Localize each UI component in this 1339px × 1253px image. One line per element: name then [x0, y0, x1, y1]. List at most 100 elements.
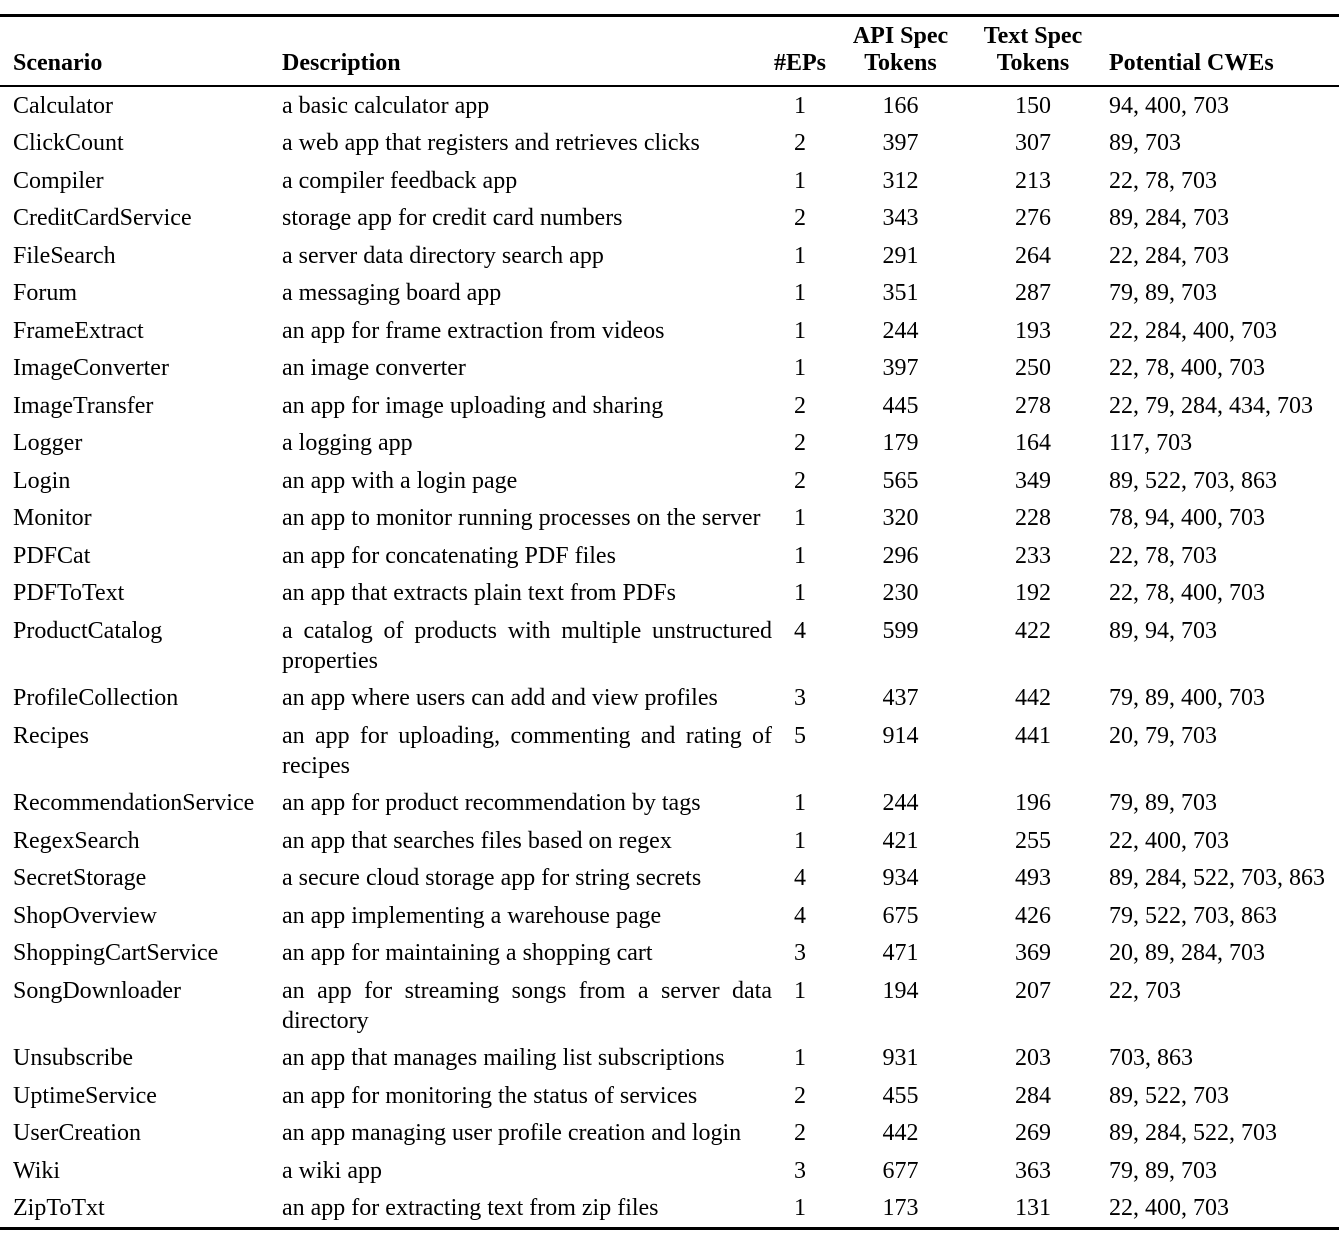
cell-description: an app for concatenating PDF files — [282, 542, 616, 569]
col-header-api-spec-tokens: API Spec Tokens — [852, 23, 949, 76]
cell-eps: 1 — [794, 242, 806, 269]
scenario-table: Scenario Description #EPs API Spec Token… — [0, 14, 1339, 1230]
cell-scenario: Recipes — [13, 722, 89, 749]
cell-potential-cwes: 78, 94, 400, 703 — [1109, 505, 1265, 531]
cell-scenario: ProfileCollection — [13, 685, 179, 711]
cell-eps: 4 — [794, 617, 806, 644]
table-row: ShopOverview an app implementing a wareho… — [0, 897, 1339, 935]
cell-api-spec-tokens: 179 — [882, 430, 919, 456]
cell-scenario: ClickCount — [13, 130, 124, 156]
cell-potential-cwes: 20, 89, 284, 703 — [1109, 940, 1265, 966]
col-header-potential-cwes: Potential CWEs — [1109, 50, 1274, 76]
cell-eps: 3 — [794, 940, 806, 966]
cell-potential-cwes: 89, 94, 703 — [1109, 617, 1217, 644]
cell-potential-cwes: 89, 284, 522, 703, 863 — [1109, 865, 1325, 891]
cell-eps: 1 — [794, 1045, 806, 1071]
cell-eps: 3 — [794, 1157, 806, 1184]
cell-eps: 1 — [794, 92, 806, 119]
cell-potential-cwes: 20, 79, 703 — [1109, 722, 1217, 749]
cell-description: an app managing user profile creation an… — [282, 1120, 742, 1146]
cell-text-spec-tokens: 369 — [1015, 940, 1051, 966]
cell-api-spec-tokens: 351 — [882, 280, 919, 306]
table-row: Logger a logging app 2 179 164 117, 703 — [0, 425, 1339, 463]
cell-scenario: RegexSearch — [13, 827, 140, 854]
cell-api-spec-tokens: 173 — [882, 1195, 919, 1221]
cell-potential-cwes: 79, 89, 703 — [1109, 1157, 1217, 1184]
cell-eps: 5 — [794, 722, 806, 749]
table-row: Unsubscribe an app that manages mailing l… — [0, 1040, 1339, 1078]
table-row: Compiler a compiler feedback app 1 312 213 22… — [0, 162, 1339, 200]
cell-text-spec-tokens: 203 — [1015, 1045, 1051, 1071]
cell-description: a secure cloud storage app for string se… — [282, 865, 702, 891]
cell-scenario: Logger — [13, 430, 83, 456]
table-row: FrameExtract an app for frame extraction … — [0, 312, 1339, 350]
cell-description: an app to monitor running processes on t… — [282, 505, 761, 531]
cell-potential-cwes: 22, 78, 703 — [1109, 542, 1217, 569]
cell-eps: 1 — [794, 977, 806, 1004]
cell-scenario: ShoppingCartService — [13, 940, 219, 966]
table-header: Scenario Description #EPs API Spec Token… — [0, 16, 1339, 86]
cell-text-spec-tokens: 441 — [1015, 722, 1051, 749]
col-header-scenario: Scenario — [13, 50, 103, 76]
cell-potential-cwes: 89, 284, 522, 703 — [1109, 1120, 1277, 1146]
cell-description: storage app for credit card numbers — [282, 205, 623, 231]
cell-scenario: PDFCat — [13, 542, 91, 569]
cell-potential-cwes: 22, 284, 400, 703 — [1109, 317, 1277, 344]
cell-description: an image converter — [282, 355, 466, 381]
cell-text-spec-tokens: 131 — [1015, 1195, 1051, 1221]
cell-description: an app implementing a warehouse page — [282, 902, 662, 929]
cell-potential-cwes: 22, 400, 703 — [1109, 827, 1229, 854]
cell-potential-cwes: 22, 79, 284, 434, 703 — [1109, 392, 1313, 419]
cell-api-spec-tokens: 421 — [882, 827, 919, 854]
cell-eps: 1 — [794, 167, 806, 194]
cell-potential-cwes: 703, 863 — [1109, 1045, 1193, 1071]
cell-description: a messaging board app — [282, 280, 502, 306]
cell-api-spec-tokens: 914 — [882, 722, 919, 749]
cell-scenario: Unsubscribe — [13, 1045, 133, 1071]
cell-api-spec-tokens: 194 — [882, 977, 919, 1004]
cell-api-spec-tokens: 397 — [882, 130, 919, 156]
cell-scenario: Login — [13, 467, 71, 494]
cell-api-spec-tokens: 931 — [882, 1045, 919, 1071]
cell-eps: 1 — [794, 542, 806, 569]
cell-potential-cwes: 22, 400, 703 — [1109, 1195, 1229, 1221]
header-row: Scenario Description #EPs API Spec Token… — [0, 16, 1339, 86]
col-header-eps: #EPs — [773, 50, 826, 76]
cell-scenario: Calculator — [13, 92, 113, 119]
table-row: Recipes an app for uploading, commenting … — [0, 717, 1339, 785]
table-row: UserCreation an app managing user profile… — [0, 1115, 1339, 1153]
table-row: ProfileCollection an app where users can … — [0, 680, 1339, 718]
table-row: FileSearch a server data directory search… — [0, 237, 1339, 275]
cell-text-spec-tokens: 207 — [1015, 977, 1051, 1004]
cell-api-spec-tokens: 244 — [882, 317, 919, 344]
cell-potential-cwes: 117, 703 — [1109, 430, 1193, 456]
cell-eps: 3 — [794, 685, 806, 711]
table-row: RecommendationService an app for product … — [0, 785, 1339, 823]
cell-potential-cwes: 79, 89, 400, 703 — [1109, 685, 1265, 711]
cell-scenario: ZipToTxt — [13, 1195, 105, 1221]
cell-text-spec-tokens: 192 — [1015, 580, 1051, 606]
cell-text-spec-tokens: 196 — [1015, 790, 1051, 816]
cell-scenario: SecretStorage — [13, 865, 147, 891]
cell-text-spec-tokens: 264 — [1015, 242, 1051, 269]
cell-text-spec-tokens: 213 — [1015, 167, 1051, 194]
cell-scenario: RecommendationService — [13, 790, 255, 816]
cell-scenario: PDFToText — [13, 580, 125, 606]
cell-api-spec-tokens: 442 — [882, 1120, 919, 1146]
cell-text-spec-tokens: 442 — [1015, 685, 1051, 711]
table-row: ZipToTxt an app for extracting text from … — [0, 1190, 1339, 1229]
cell-api-spec-tokens: 397 — [882, 355, 919, 381]
cell-eps: 2 — [794, 205, 806, 231]
table-row: Monitor an app to monitor running process… — [0, 500, 1339, 538]
cell-description: an app where users can add and view prof… — [282, 685, 718, 711]
cell-scenario: Forum — [13, 280, 78, 306]
cell-description: a server data directory search app — [282, 242, 604, 269]
cell-api-spec-tokens: 296 — [882, 542, 919, 569]
cell-text-spec-tokens: 276 — [1015, 205, 1051, 231]
cell-api-spec-tokens: 471 — [882, 940, 919, 966]
cell-text-spec-tokens: 363 — [1015, 1157, 1051, 1184]
table-row: CreditCardService storage app for credit … — [0, 200, 1339, 238]
cell-text-spec-tokens: 349 — [1015, 467, 1051, 494]
cell-description: a web app that registers and retrieves c… — [282, 130, 700, 156]
cell-api-spec-tokens: 244 — [882, 790, 919, 816]
